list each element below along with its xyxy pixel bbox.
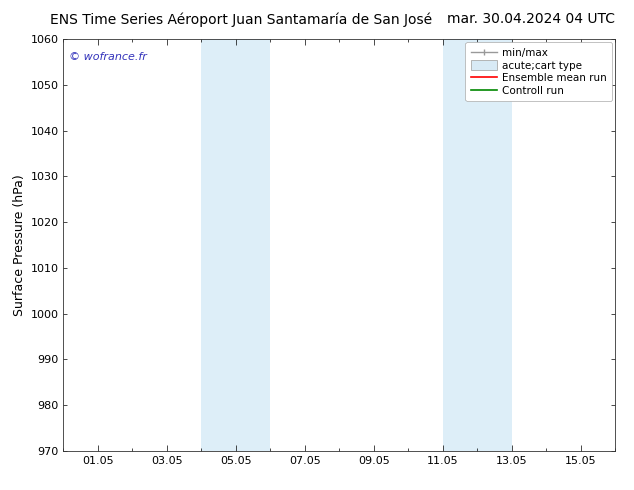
Bar — [477, 39, 512, 451]
Legend: min/max, acute;cart type, Ensemble mean run, Controll run: min/max, acute;cart type, Ensemble mean … — [465, 42, 612, 101]
Bar — [236, 39, 270, 451]
Bar — [443, 39, 477, 451]
Text: © wofrance.fr: © wofrance.fr — [69, 51, 147, 62]
Text: ENS Time Series Aéroport Juan Santamaría de San José: ENS Time Series Aéroport Juan Santamaría… — [50, 12, 432, 27]
Text: mar. 30.04.2024 04 UTC: mar. 30.04.2024 04 UTC — [447, 12, 615, 26]
Bar — [202, 39, 236, 451]
Y-axis label: Surface Pressure (hPa): Surface Pressure (hPa) — [13, 174, 26, 316]
